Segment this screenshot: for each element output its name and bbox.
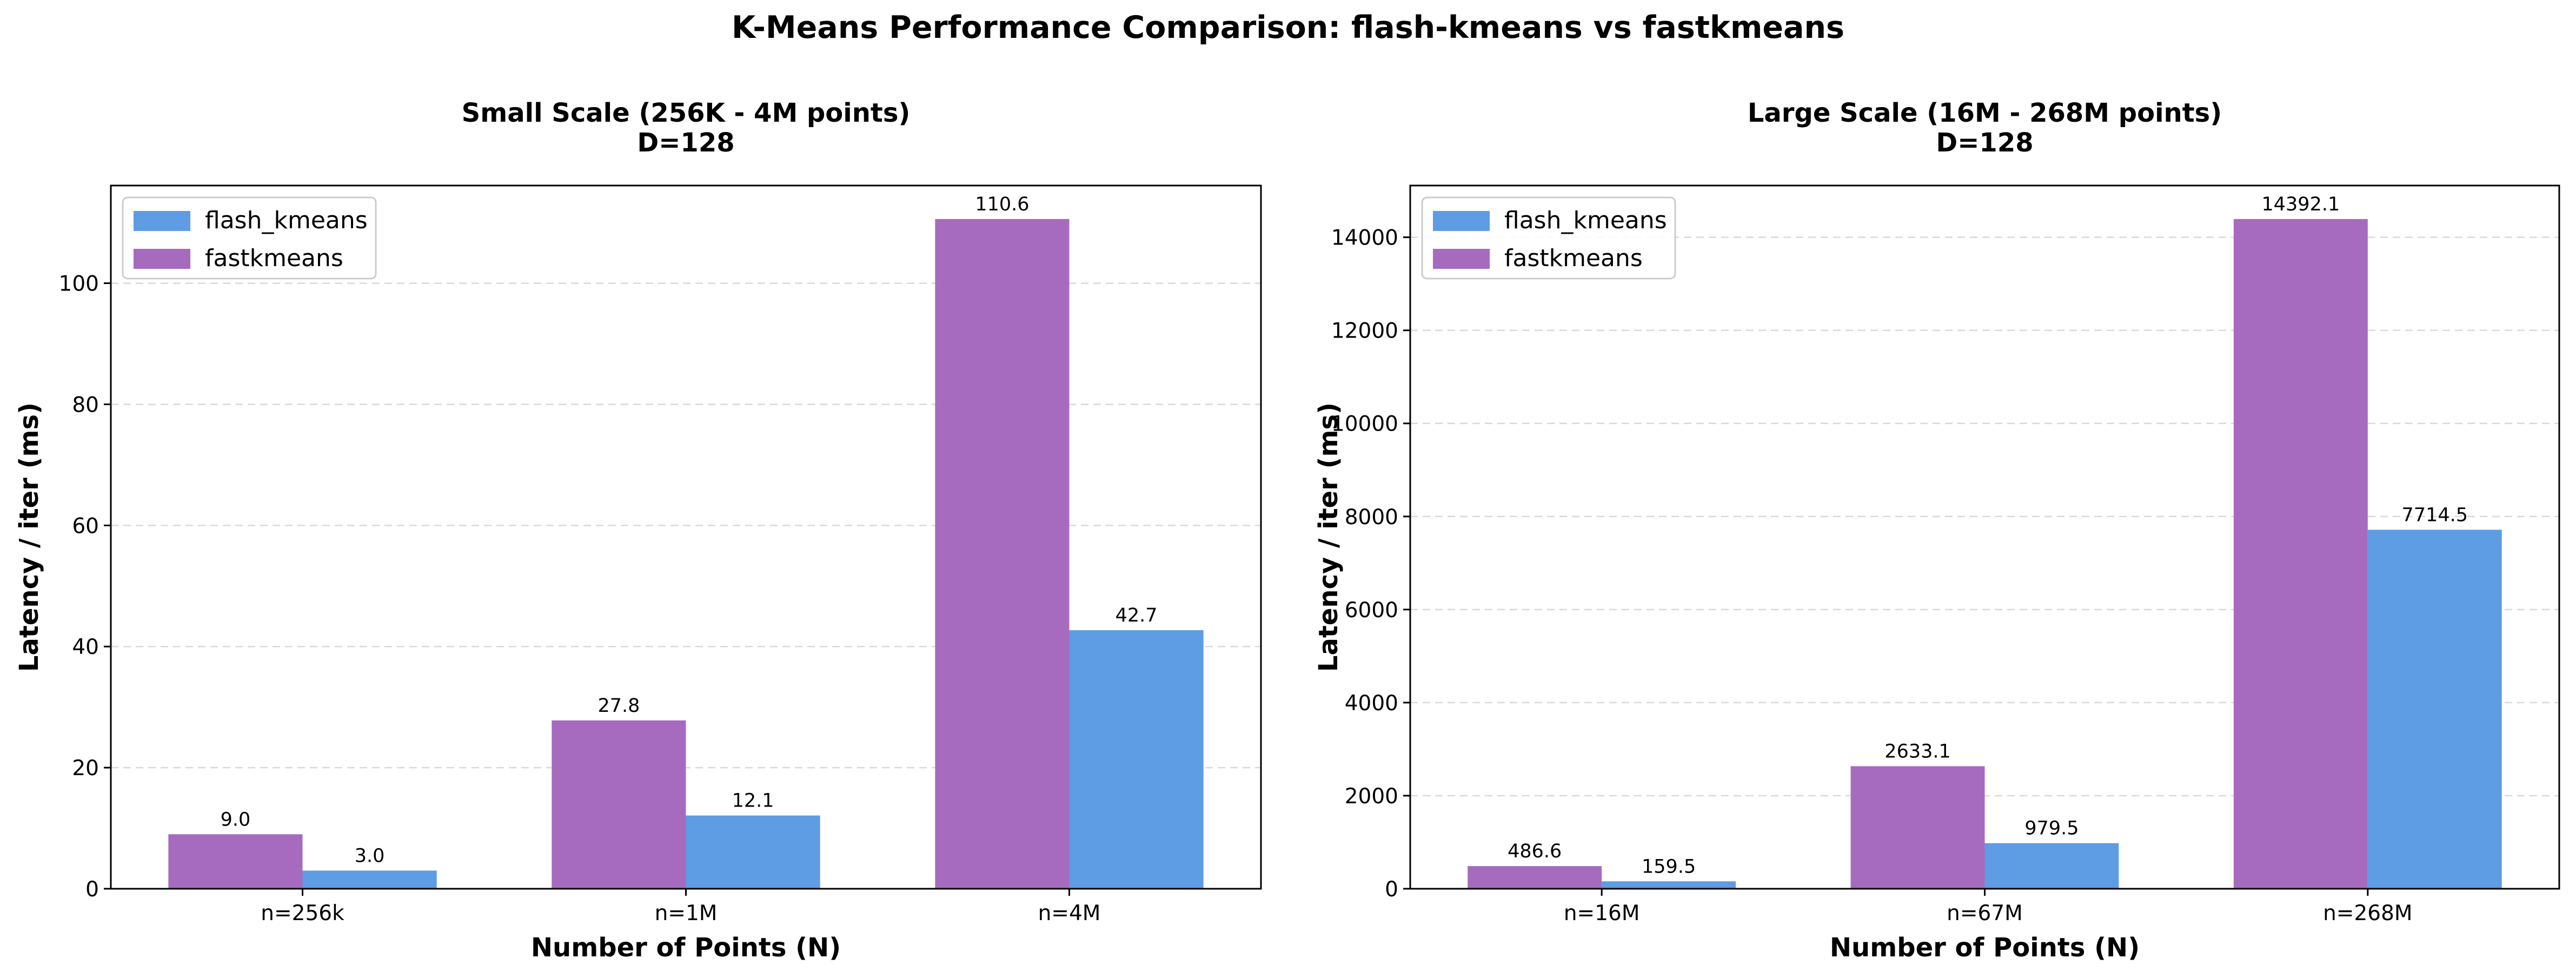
y-tick-label: 0 [85,877,99,902]
bar-fastkmeans-n-16m [1468,866,1602,889]
bar-fastkmeans-n-268m [2233,219,2368,889]
y-tick-label: 20 [72,756,99,781]
legend-label-flash-kmeans: flash_kmeans [1504,207,1667,234]
bar-flash-kmeans-n-67m [1984,843,2119,889]
y-tick-label: 6000 [1345,598,1398,623]
data-label: 979.5 [2024,818,2079,840]
bar-flash-kmeans-n-268m [2367,530,2502,889]
x-tick-label: n=67M [1947,901,2023,926]
data-label: 7714.5 [2402,504,2468,526]
legend: flash_kmeans fastkmeans [122,196,377,280]
data-label: 159.5 [1642,856,1696,877]
legend-swatch-fastkmeans [1433,249,1490,269]
chart-title: Small Scale (256K - 4M points) [462,98,911,128]
y-tick-label: 0 [1385,877,1398,902]
x-tick-label: n=4M [1038,901,1101,926]
chart-panel-large-scale: Large Scale (16M - 268M points)D=128 0 200… [1313,98,2560,963]
data-label: 42.7 [1116,605,1158,626]
x-tick-label: n=1M [655,901,718,926]
data-label: 12.1 [732,790,774,812]
data-label: 14392.1 [2262,194,2340,215]
plot-frame [110,184,1262,890]
bar-fastkmeans-n-256k [168,834,303,889]
y-axis-label: Latency / iter (ms) [1313,402,1344,672]
y-tick-label: 80 [72,393,99,417]
x-axis-label: Number of Points (N) [531,933,841,963]
data-label: 110.6 [975,194,1029,215]
legend-swatch-flash-kmeans [1433,211,1490,231]
data-label: 2633.1 [1884,741,1950,762]
legend: flash_kmeans fastkmeans [1421,196,1676,280]
y-tick-label: 4000 [1345,691,1398,716]
bar-fastkmeans-n-67m [1850,766,1985,889]
y-tick-label: 10000 [1331,412,1398,437]
chart-subtitle: D=128 [1936,128,2033,158]
legend-label-fastkmeans: fastkmeans [1504,244,1643,272]
legend-swatch-flash-kmeans [134,211,190,231]
data-label: 27.8 [597,695,640,717]
chart-panel-small-scale: Small Scale (256K - 4M points)D=128 0 20 40… [14,98,1262,963]
x-tick-label: n=256k [261,901,344,926]
data-label: 3.0 [355,845,385,867]
bar-fastkmeans-n-1m [552,720,686,889]
x-tick-label: n=16M [1564,901,1640,926]
data-label: 486.6 [1508,841,1562,862]
legend-swatch-fastkmeans [134,249,190,269]
plot-frame [1409,184,2560,890]
bar-flash-kmeans-n-1m [686,815,820,889]
y-tick-label: 100 [59,272,99,296]
bar-flash-kmeans-n-4m [1069,630,1204,889]
bar-fastkmeans-n-4m [935,219,1070,889]
legend-label-flash-kmeans: flash_kmeans [205,207,368,234]
figure-title: K-Means Performance Comparison: flash-km… [732,10,1844,45]
chart-subtitle: D=128 [637,128,734,158]
y-tick-label: 60 [72,514,99,538]
y-axis-label: Latency / iter (ms) [14,402,44,672]
x-tick-label: n=268M [2323,901,2412,926]
bar-flash-kmeans-n-256k [302,870,437,889]
bar-flash-kmeans-n-16m [1602,881,1736,889]
x-axis-label: Number of Points (N) [1830,933,2140,963]
data-label: 9.0 [221,809,251,830]
y-tick-label: 40 [72,635,99,659]
legend-label-fastkmeans: fastkmeans [205,244,343,272]
y-tick-label: 14000 [1331,226,1398,250]
chart-title: Large Scale (16M - 268M points) [1748,98,2222,128]
y-tick-label: 2000 [1345,784,1398,809]
y-tick-label: 8000 [1345,505,1398,530]
y-tick-label: 12000 [1331,319,1398,343]
